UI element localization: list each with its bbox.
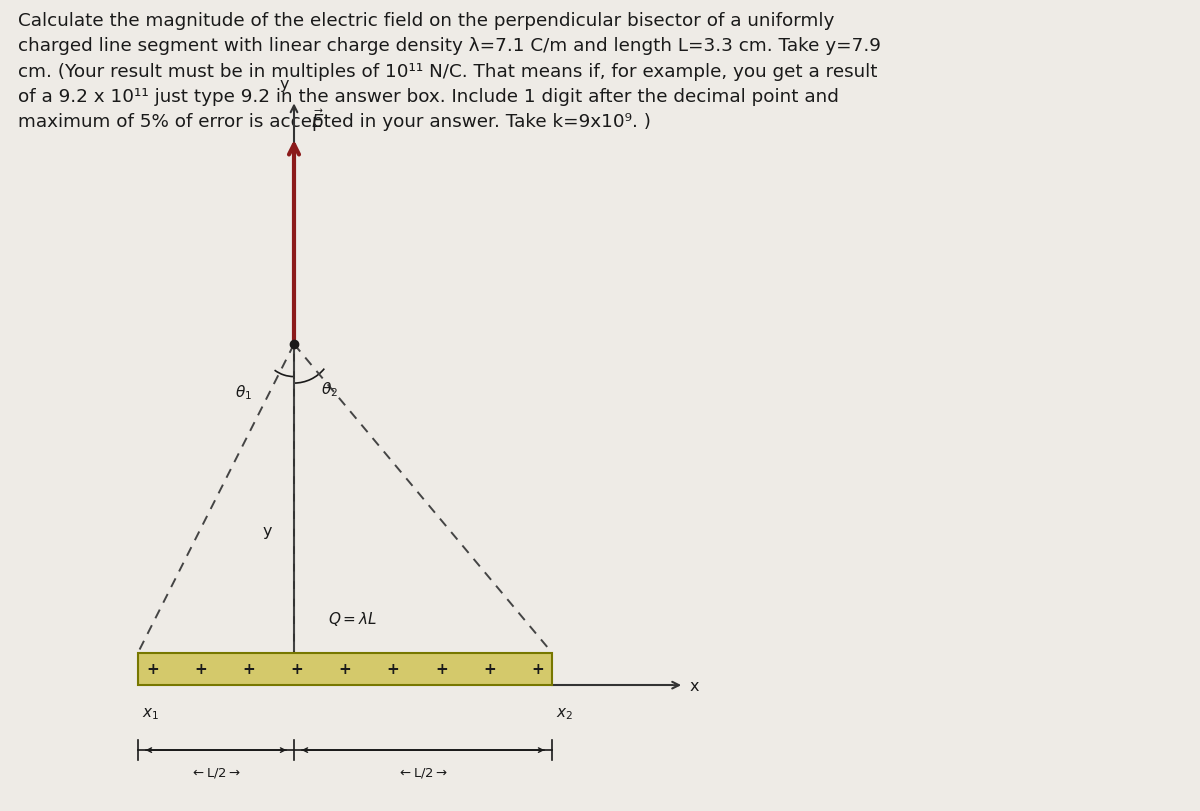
Text: $\theta_2$: $\theta_2$ [322, 380, 338, 399]
Text: +: + [386, 662, 400, 676]
Text: Calculate the magnitude of the electric field on the perpendicular bisector of a: Calculate the magnitude of the electric … [18, 12, 881, 131]
Text: +: + [434, 662, 448, 676]
Text: +: + [290, 662, 304, 676]
Bar [138, 653, 552, 685]
Text: y: y [263, 524, 272, 539]
Text: $\leftarrow$L/2$\rightarrow$: $\leftarrow$L/2$\rightarrow$ [191, 765, 241, 779]
Text: $x_1$: $x_1$ [142, 706, 158, 721]
Text: +: + [532, 662, 544, 676]
Text: +: + [338, 662, 352, 676]
Text: y: y [280, 77, 289, 92]
Text: $x_2$: $x_2$ [556, 706, 572, 721]
Text: $\vec{E}$: $\vec{E}$ [311, 109, 324, 131]
Text: $\theta_1$: $\theta_1$ [235, 382, 252, 401]
Text: +: + [194, 662, 206, 676]
Text: +: + [484, 662, 496, 676]
Text: +: + [146, 662, 158, 676]
Text: +: + [242, 662, 256, 676]
Text: $\leftarrow$L/2$\rightarrow$: $\leftarrow$L/2$\rightarrow$ [397, 765, 449, 779]
Text: x: x [690, 678, 700, 693]
Text: $Q = \lambda L$: $Q = \lambda L$ [328, 609, 377, 627]
